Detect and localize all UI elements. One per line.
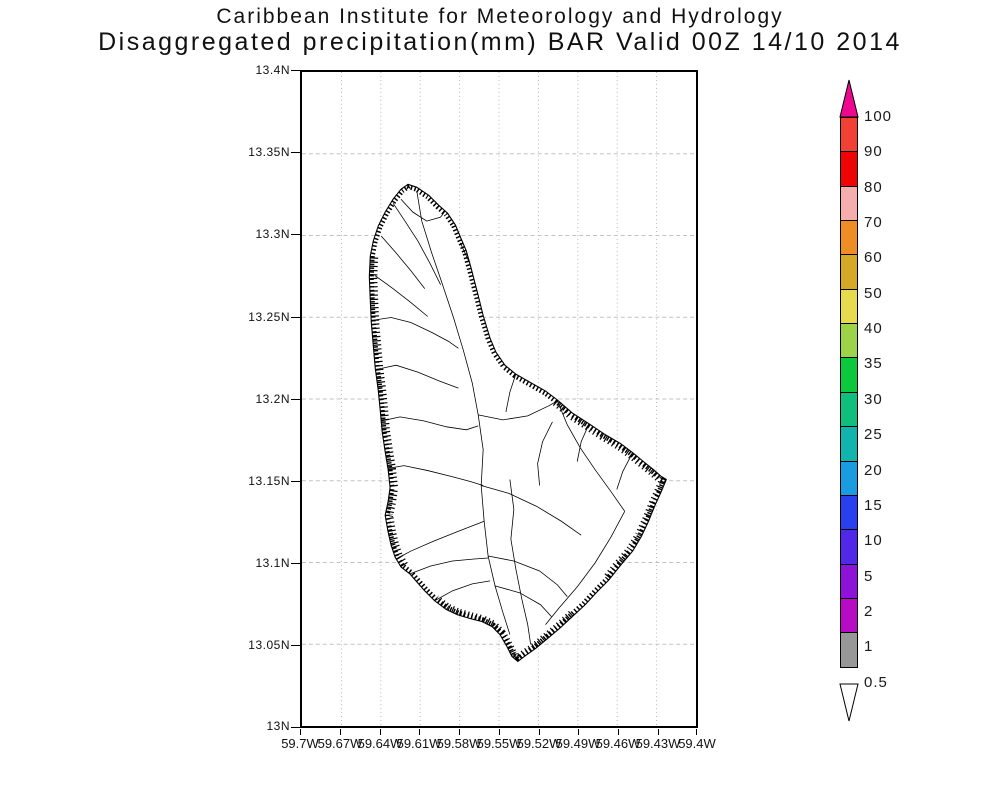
plot-area [300,70,698,728]
colorbar-label: 0.5 [864,674,888,691]
y-axis-label: 13.3N [255,227,290,241]
colorbar-segments [840,117,858,668]
x-axis-label: 59.43W [635,736,681,751]
plot-title-institution: Caribbean Institute for Meteorology and … [216,5,784,28]
y-tick [291,399,300,400]
colorbar-bottom-arrow-shape [839,683,859,722]
colorbar-label: 10 [864,532,883,549]
x-tick [618,729,619,735]
y-tick [291,481,300,482]
colorbar-label: 15 [864,497,883,514]
y-axis-label: 13N [266,719,290,733]
plot-title-product: Disaggregated precipitation(mm) BAR Vali… [98,28,902,56]
colorbar-segment [840,426,858,462]
y-tick [291,234,300,235]
x-axis-label: 59.58W [436,736,482,751]
x-tick [419,729,420,735]
colorbar-top-arrow-shape [839,79,859,118]
colorbar-segment [840,392,858,427]
colorbar-segment [840,151,858,187]
colorbar-segment [840,495,858,530]
y-axis-label: 13.05N [248,638,290,652]
colorbar-segment [840,289,858,324]
colorbar-segment [840,220,858,255]
colorbar-label: 70 [864,214,883,231]
x-tick [380,729,381,735]
y-tick [291,727,300,728]
x-tick [539,729,540,735]
barbados-map-canvas [302,72,696,726]
x-axis-label: 59.7W [281,736,319,751]
y-tick [291,645,300,646]
y-axis-label: 13.15N [248,474,290,488]
y-axis-label: 13.35N [248,145,290,159]
colorbar-segment [840,632,858,668]
x-axis-label: 59.67W [317,736,363,751]
colorbar-label: 2 [864,603,874,620]
colorbar-label: 20 [864,462,883,479]
y-axis-label: 13.1N [255,556,290,570]
x-axis-label: 59.55W [476,736,522,751]
x-tick [658,729,659,735]
colorbar-label: 1 [864,638,874,655]
colorbar-segment [840,254,858,290]
colorbar-segment [840,598,858,633]
x-axis-label: 59.61W [396,736,442,751]
colorbar-label: 5 [864,568,874,585]
x-tick [459,729,460,735]
y-axis-label: 13.4N [255,63,290,77]
y-tick [291,152,300,153]
colorbar-label: 25 [864,426,883,443]
colorbar-label: 90 [864,143,883,160]
colorbar-segment [840,564,858,599]
colorbar-top-arrow [839,79,859,118]
colorbar-label: 80 [864,179,883,196]
colorbar-label: 35 [864,355,883,372]
colorbar-segment [840,357,858,393]
x-tick [499,729,500,735]
y-tick [291,317,300,318]
x-axis-label: 59.4W [678,736,716,751]
x-axis-label: 59.52W [516,736,562,751]
barbados-island-outline [368,183,667,663]
colorbar-label: 50 [864,285,883,302]
x-axis-label: 59.64W [357,736,403,751]
colorbar-segment [840,186,858,221]
x-axis-label: 59.49W [555,736,601,751]
x-axis-label: 59.46W [595,736,641,751]
colorbar-label: 30 [864,391,883,408]
colorbar-label: 60 [864,249,883,266]
y-tick [291,563,300,564]
y-tick [291,70,300,71]
colorbar-segment [840,117,858,152]
x-tick [578,729,579,735]
y-axis-label: 13.25N [248,310,290,324]
colorbar-label: 40 [864,320,883,337]
colorbar-segment [840,461,858,496]
x-tick [696,729,697,735]
y-axis-label: 13.2N [255,392,290,406]
colorbar-label: 100 [864,108,893,125]
colorbar-bottom-arrow [839,683,859,722]
x-tick [300,729,301,735]
colorbar-segment [840,323,858,358]
colorbar-segment [840,529,858,565]
x-tick [340,729,341,735]
